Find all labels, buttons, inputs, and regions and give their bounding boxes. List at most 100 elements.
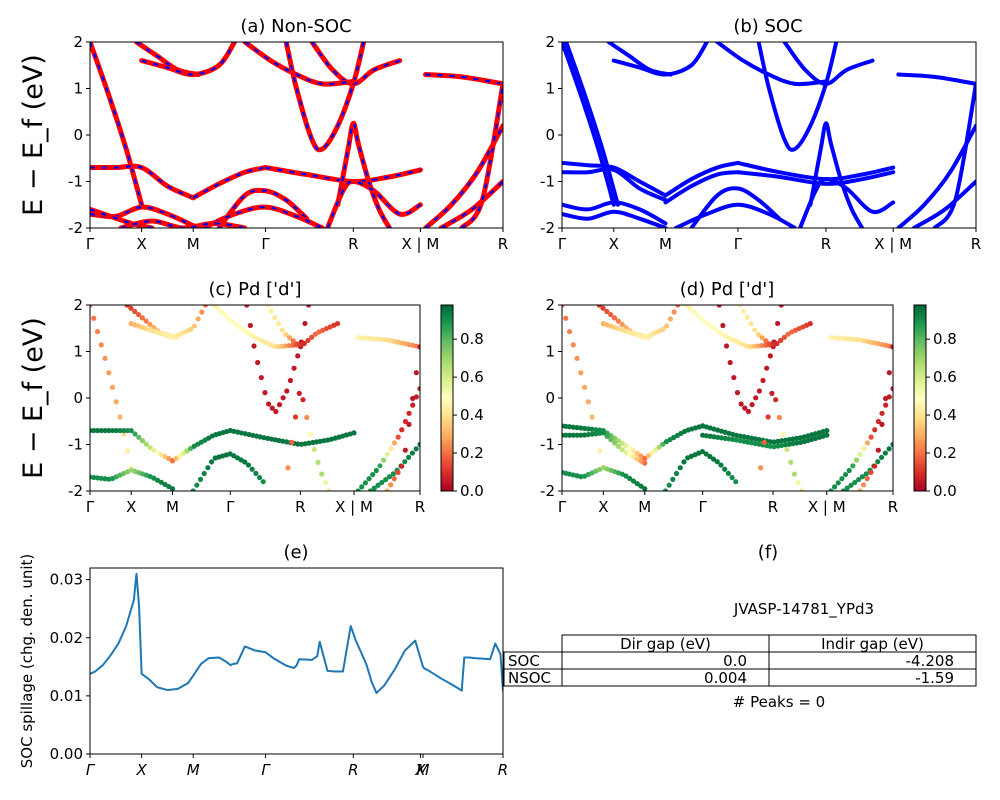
pc-point: [272, 314, 278, 321]
pa-frame: [89, 41, 504, 229]
pd-point: [875, 459, 881, 465]
pc-point: [143, 318, 149, 324]
table-header-cell: Dir gap (eV): [620, 635, 711, 653]
pc-ytick-label: 1: [73, 343, 83, 361]
pa-xtick-label: M: [187, 235, 200, 253]
pc-point: [297, 341, 303, 348]
pd-point: [725, 470, 731, 476]
pc-point: [94, 427, 101, 434]
pd-point: [857, 488, 863, 491]
pd-xtick-label: Γ: [558, 498, 567, 516]
pc-point: [383, 476, 389, 483]
pa-band-line: [190, 165, 269, 201]
pd-point: [733, 479, 739, 485]
pc-point: [413, 446, 419, 452]
pd-point: [634, 450, 640, 456]
pd-point: [872, 427, 878, 433]
pb-bands: [562, 42, 976, 228]
pd-point: [753, 395, 759, 401]
pd-point: [615, 318, 621, 324]
pe-xtick-label: Γ: [86, 761, 96, 779]
pc-point: [290, 338, 296, 344]
pc-points: [90, 305, 420, 491]
pb-frame: [561, 41, 977, 229]
pc-point: [124, 305, 130, 308]
pa-xtick-label: R: [348, 235, 358, 253]
pd-point: [578, 474, 584, 480]
pc-point: [322, 479, 329, 486]
pc-point: [190, 488, 196, 491]
pd-point: [642, 455, 648, 462]
pc-point: [117, 414, 123, 420]
pc-point: [295, 441, 301, 447]
pc-point: [262, 390, 268, 396]
pc-point: [289, 439, 295, 445]
pd-point: [844, 485, 850, 491]
pd-colorbar-label: 0.2: [933, 444, 957, 462]
pc-point: [409, 450, 415, 456]
pa-band-dash: [192, 166, 266, 199]
pd-point: [612, 440, 618, 446]
pb-band-line: [782, 42, 875, 86]
pd-point: [566, 424, 573, 430]
pd-xtick-label: R: [888, 498, 898, 516]
pc-point: [295, 353, 301, 359]
pe-xtick-label: R: [348, 761, 358, 779]
pd-point: [850, 463, 856, 469]
pc-point: [399, 427, 405, 433]
pc-point: [237, 324, 243, 331]
pc-point: [319, 471, 325, 477]
pe-frame: [89, 567, 504, 755]
pc-point: [291, 365, 297, 371]
pd-point: [611, 315, 618, 321]
pc-point: [283, 331, 289, 338]
pd-point: [619, 440, 625, 446]
pb-band-line: [562, 160, 668, 198]
pd-point: [660, 326, 666, 332]
pd-point: [778, 305, 784, 308]
pc-point: [384, 451, 390, 457]
pd-point: [691, 309, 697, 315]
pd-point: [664, 323, 670, 329]
pc-point: [255, 359, 261, 366]
pc-point: [402, 447, 408, 453]
pd-xtick-label: M: [638, 498, 651, 516]
pb-band-line: [562, 42, 616, 207]
pc-point: [311, 446, 317, 453]
pc-point: [197, 476, 204, 482]
pd-point: [623, 473, 629, 479]
pd-point: [608, 312, 614, 318]
pd-ytick-label: 0: [545, 389, 555, 407]
pc-point: [194, 482, 200, 488]
pc-point: [245, 462, 252, 468]
pd-point: [780, 431, 786, 437]
pc-point: [334, 321, 341, 327]
pd-point: [604, 308, 610, 315]
pc-point: [275, 344, 281, 350]
pb-xtick-label: R: [971, 235, 981, 253]
pd-point: [630, 478, 637, 484]
pc-point: [226, 315, 232, 322]
pd-point: [868, 469, 874, 475]
pd-point: [671, 309, 677, 315]
pb-band-line: [896, 72, 976, 86]
pa-band-dash: [424, 125, 503, 228]
table-cell: -1.59: [915, 669, 954, 687]
pe-xtick-label: M: [417, 761, 430, 779]
panel-c-plot: -2 -1 0 1 2 Γ X M Γ R X | M R: [68, 296, 425, 516]
pa-band-dash: [141, 42, 236, 76]
pc-point: [106, 370, 112, 376]
pc-point: [391, 476, 397, 482]
pd-point: [666, 482, 672, 488]
pc-point: [188, 326, 194, 332]
pd-points: [562, 305, 893, 491]
pc-point: [139, 438, 146, 444]
pd-point: [835, 480, 841, 486]
pb-xtick-label: X: [609, 235, 619, 253]
pd-point: [585, 426, 591, 432]
pb-ytick-label: -1: [540, 173, 555, 191]
panel-a: (a) Non-SOC E − E_f (eV) -2 -1 0 1 2 Γ X M Γ R X |…: [18, 16, 508, 253]
pa-ytick-label: 1: [73, 80, 83, 98]
pd-point: [677, 465, 683, 471]
pc-point: [300, 397, 306, 403]
